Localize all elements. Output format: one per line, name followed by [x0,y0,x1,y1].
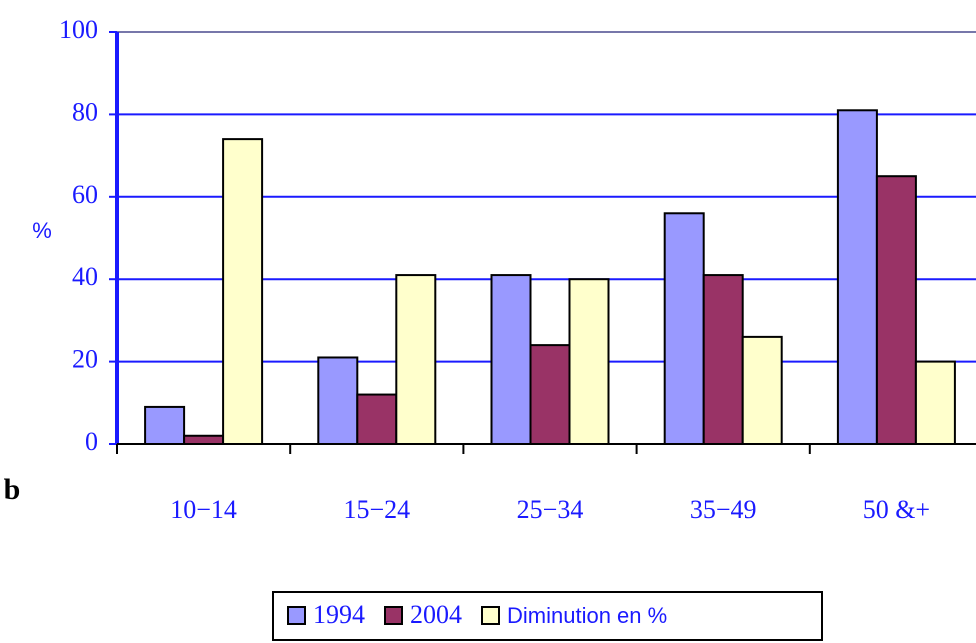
x-tick-label: 25−34 [517,495,584,524]
y-tick-label: 100 [59,15,98,44]
legend-swatch [481,606,500,625]
y-tick-label: 20 [72,345,98,374]
x-tick-label: 50 &+ [863,495,930,524]
x-tick-label: 15−24 [343,495,410,524]
bar [144,405,186,446]
bar [663,212,705,445]
bar [490,274,532,445]
bar [317,356,359,446]
x-tick-label: 35−49 [690,495,757,524]
bar [702,274,744,445]
legend-swatch [384,606,403,625]
y-axis-label: % [32,218,52,243]
legend-label: 1994 [313,600,365,629]
legend-swatch [287,606,306,625]
legend-label: 2004 [410,600,462,629]
bar [356,393,398,445]
y-tick-label: 0 [85,427,98,456]
y-tick-label: 80 [72,97,98,126]
bar [836,109,878,445]
bar [529,344,571,445]
y-tick-label: 40 [72,262,98,291]
bar [183,434,225,446]
bar [914,360,956,446]
bar [875,175,917,445]
y-tick-label: 60 [72,180,98,209]
annotation: b [4,473,21,506]
x-tick-label: 10−14 [170,495,237,524]
legend [272,591,823,641]
bar [568,278,610,446]
bar [395,274,437,445]
legend-label: Diminution en % [507,603,667,628]
bar [222,138,264,445]
bar [741,335,783,446]
